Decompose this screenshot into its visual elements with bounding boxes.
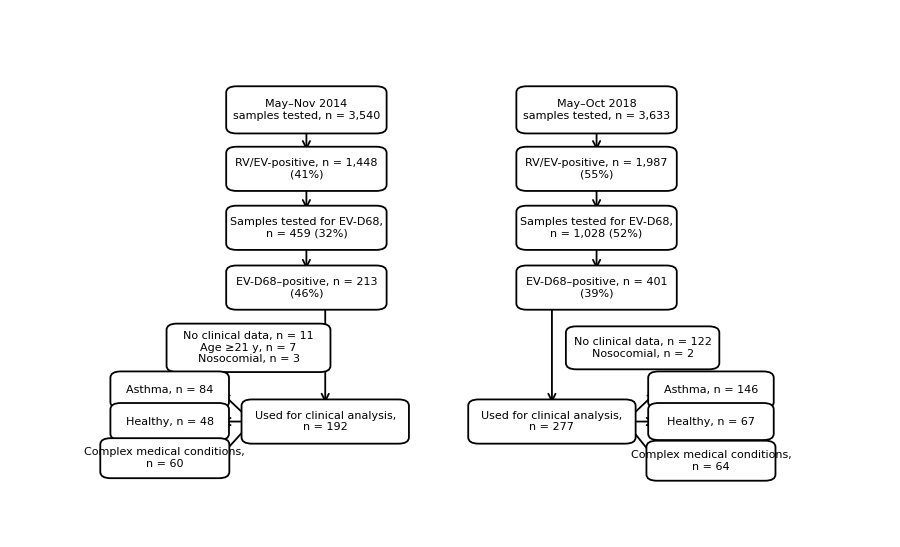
FancyBboxPatch shape	[166, 324, 330, 372]
Text: No clinical data, n = 11
Age ≥21 y, n = 7
Nosocomial, n = 3: No clinical data, n = 11 Age ≥21 y, n = …	[184, 331, 314, 364]
Text: Samples tested for EV-D68,
n = 1,028 (52%): Samples tested for EV-D68, n = 1,028 (52…	[520, 217, 673, 238]
FancyBboxPatch shape	[566, 327, 719, 369]
FancyBboxPatch shape	[468, 399, 635, 444]
Text: EV-D68–positive, n = 213
(46%): EV-D68–positive, n = 213 (46%)	[236, 277, 377, 299]
Text: Healthy, n = 67: Healthy, n = 67	[667, 417, 755, 427]
Text: May–Nov 2014
samples tested, n = 3,540: May–Nov 2014 samples tested, n = 3,540	[233, 99, 380, 121]
Text: Complex medical conditions,
n = 60: Complex medical conditions, n = 60	[85, 447, 245, 469]
FancyBboxPatch shape	[517, 265, 677, 310]
FancyBboxPatch shape	[241, 399, 409, 444]
FancyBboxPatch shape	[648, 371, 774, 409]
Text: May–Oct 2018
samples tested, n = 3,633: May–Oct 2018 samples tested, n = 3,633	[523, 99, 670, 121]
FancyBboxPatch shape	[226, 206, 387, 250]
FancyBboxPatch shape	[226, 147, 387, 191]
FancyBboxPatch shape	[517, 206, 677, 250]
FancyBboxPatch shape	[100, 438, 230, 478]
Text: Used for clinical analysis,
n = 277: Used for clinical analysis, n = 277	[482, 411, 623, 432]
FancyBboxPatch shape	[517, 147, 677, 191]
Text: Used for clinical analysis,
n = 192: Used for clinical analysis, n = 192	[255, 411, 396, 432]
Text: Samples tested for EV-D68,
n = 459 (32%): Samples tested for EV-D68, n = 459 (32%)	[230, 217, 382, 238]
FancyBboxPatch shape	[111, 403, 229, 440]
FancyBboxPatch shape	[226, 265, 387, 310]
Text: EV-D68–positive, n = 401
(39%): EV-D68–positive, n = 401 (39%)	[526, 277, 667, 299]
Text: RV/EV-positive, n = 1,987
(55%): RV/EV-positive, n = 1,987 (55%)	[526, 158, 668, 179]
FancyBboxPatch shape	[226, 86, 387, 133]
Text: Asthma, n = 146: Asthma, n = 146	[664, 385, 758, 395]
FancyBboxPatch shape	[646, 441, 776, 481]
Text: Asthma, n = 84: Asthma, n = 84	[126, 385, 213, 395]
Text: Complex medical conditions,
n = 64: Complex medical conditions, n = 64	[631, 450, 791, 472]
FancyBboxPatch shape	[111, 371, 229, 409]
FancyBboxPatch shape	[517, 86, 677, 133]
Text: Healthy, n = 48: Healthy, n = 48	[126, 417, 214, 427]
Text: No clinical data, n = 122
Nosocomial, n = 2: No clinical data, n = 122 Nosocomial, n …	[573, 337, 712, 359]
Text: RV/EV-positive, n = 1,448
(41%): RV/EV-positive, n = 1,448 (41%)	[235, 158, 378, 179]
FancyBboxPatch shape	[648, 403, 774, 440]
